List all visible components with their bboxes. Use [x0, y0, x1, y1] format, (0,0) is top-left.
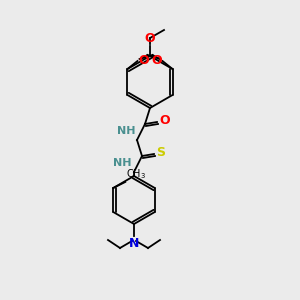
Text: S: S — [156, 146, 165, 160]
Text: O: O — [159, 115, 169, 128]
Text: O: O — [145, 32, 155, 45]
Text: NH: NH — [116, 126, 135, 136]
Text: CH$_3$: CH$_3$ — [126, 167, 146, 181]
Text: O: O — [151, 55, 161, 68]
Text: N: N — [129, 237, 139, 250]
Text: NH: NH — [113, 158, 132, 168]
Text: O: O — [139, 55, 149, 68]
